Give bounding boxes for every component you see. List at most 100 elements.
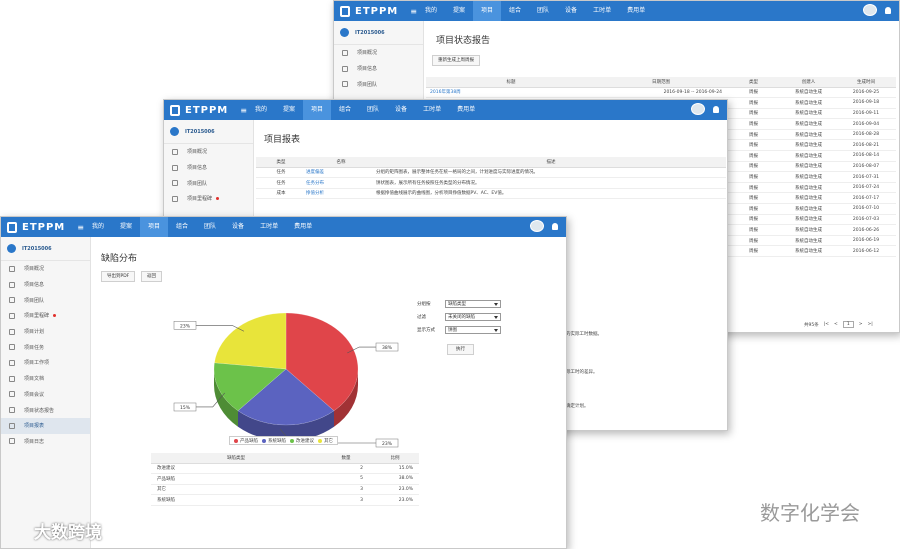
execute-button[interactable]: 执行 <box>447 344 474 355</box>
pie-slice[interactable] <box>213 362 287 412</box>
menu-item[interactable]: 组合 <box>509 7 522 14</box>
column-header[interactable]: 比例 <box>371 453 419 464</box>
menu-item[interactable]: 提案 <box>282 106 295 113</box>
last-page-icon[interactable]: >| <box>867 322 873 327</box>
column-header[interactable]: 数量 <box>321 453 371 464</box>
menu-item[interactable]: 工时单 <box>423 106 442 113</box>
table-row[interactable]: 成本 挣值分析 根据挣值曲线展示的曲线图，分析项目挣值数据PV、AC、EV值。 <box>256 188 726 200</box>
project-selector[interactable]: IT2015006 <box>334 21 423 45</box>
export-pdf-button[interactable]: 导出到PDF <box>101 271 136 282</box>
regenerate-weekly-button[interactable]: 重新生成上周周报 <box>432 55 480 66</box>
prev-page-icon[interactable]: < <box>834 322 838 327</box>
menu-item[interactable]: 费用单 <box>627 7 646 14</box>
menu-item[interactable]: 工时单 <box>593 7 612 14</box>
menu-item[interactable]: 设备 <box>232 223 245 230</box>
pie-slice[interactable] <box>214 312 287 370</box>
avatar[interactable] <box>530 220 544 232</box>
bell-icon[interactable] <box>552 222 558 230</box>
table-row[interactable]: 任务 进度偏差 分组的矩阵图表，展示整体任务在统一格局的之间，计划进度与实际进度的情… <box>256 167 726 179</box>
menu-item[interactable]: 设备 <box>395 106 408 113</box>
legend-item[interactable]: 改进建议 <box>290 438 314 444</box>
report-title-link[interactable]: 2016年第38周 <box>426 87 596 99</box>
sidebar-item[interactable]: 项目概况 <box>164 144 253 160</box>
report-name-link[interactable]: 任务分布 <box>306 177 376 189</box>
menu-toggle-icon[interactable]: ≡ <box>240 105 247 115</box>
sidebar-item[interactable]: 项目报表 <box>1 417 90 434</box>
next-page-icon[interactable]: > <box>858 322 863 327</box>
column-header[interactable]: 生成时间 <box>836 77 896 88</box>
sidebar-item[interactable]: 项目概况 <box>1 261 90 277</box>
first-page-icon[interactable]: |< <box>823 322 830 327</box>
menu-item[interactable]: 我的 <box>254 106 267 113</box>
app-logo[interactable]: ETPPM <box>164 100 234 120</box>
sidebar-item[interactable]: 项目里程碑 <box>164 191 253 207</box>
menu-item[interactable]: 提案 <box>452 7 465 14</box>
avatar[interactable] <box>691 103 705 115</box>
sidebar-item[interactable]: 项目信息 <box>1 277 90 293</box>
menu-item[interactable]: 组合 <box>339 106 352 113</box>
menu-item[interactable]: 团队 <box>537 7 550 14</box>
bell-icon[interactable] <box>885 6 891 14</box>
menu-item[interactable]: 我的 <box>91 223 104 230</box>
menu-item[interactable]: 团队 <box>204 223 217 230</box>
menu-item[interactable]: 项目 <box>303 100 332 120</box>
date-range: 2016-09-18 -- 2016-09-24 <box>596 87 726 99</box>
pie-slice[interactable] <box>285 312 359 412</box>
menu-item[interactable]: 项目 <box>473 1 502 21</box>
menu-item[interactable]: 费用单 <box>294 223 313 230</box>
legend-item[interactable]: 其它 <box>318 438 333 444</box>
report-creator: 系统自动生成 <box>781 245 836 257</box>
control-select[interactable]: 饼图 <box>445 326 501 334</box>
menu-item[interactable]: 工时单 <box>260 223 279 230</box>
report-type: 周报 <box>726 171 781 183</box>
sidebar-item[interactable]: 项目信息 <box>334 61 423 77</box>
sidebar-item[interactable]: 项目工作项 <box>1 355 90 371</box>
bell-icon[interactable] <box>713 105 719 113</box>
menu-item[interactable]: 我的 <box>424 7 437 14</box>
column-header[interactable]: 创建人 <box>781 77 836 88</box>
column-header[interactable]: 缺陷类型 <box>151 453 321 464</box>
menu-toggle-icon[interactable]: ≡ <box>410 6 417 16</box>
report-name-link[interactable]: 进度偏差 <box>306 167 376 179</box>
column-header[interactable]: 名称 <box>306 157 376 168</box>
menu-item[interactable]: 设备 <box>565 7 578 14</box>
menu-item[interactable]: 项目 <box>140 217 169 237</box>
sidebar-item[interactable]: 项目计划 <box>1 324 90 340</box>
pie-slice[interactable] <box>237 368 335 426</box>
column-header[interactable]: 类型 <box>256 157 306 168</box>
table-row[interactable]: 2016年第38周 2016-09-18 -- 2016-09-24 周报 系统自动生… <box>426 87 896 99</box>
sidebar-item[interactable]: 项目里程碑 <box>1 308 90 324</box>
project-selector[interactable]: IT2015006 <box>1 237 90 261</box>
report-name-link[interactable]: 挣值分析 <box>306 188 376 200</box>
menu-item[interactable]: 组合 <box>176 223 189 230</box>
sidebar-item[interactable]: 项目会议 <box>1 387 90 403</box>
column-header[interactable]: 日期范围 <box>596 77 726 88</box>
menu-toggle-icon[interactable]: ≡ <box>77 222 84 232</box>
sidebar-item[interactable]: 项目任务 <box>1 339 90 355</box>
menu-item[interactable]: 提案 <box>119 223 132 230</box>
legend-item[interactable]: 产品缺陷 <box>234 438 258 444</box>
project-selector[interactable]: IT2015006 <box>164 120 253 144</box>
column-header[interactable]: 描述 <box>376 157 726 168</box>
sidebar-item[interactable]: 项目信息 <box>164 160 253 176</box>
sidebar-item[interactable]: 项目日志 <box>1 434 90 450</box>
sidebar-item[interactable]: 项目概况 <box>334 45 423 61</box>
sidebar-item[interactable]: 项目状态报告 <box>1 402 90 418</box>
sidebar-item[interactable]: 项目团队 <box>164 175 253 191</box>
sidebar-item[interactable]: 项目团队 <box>1 292 90 308</box>
menu-item[interactable]: 团队 <box>367 106 380 113</box>
app-logo[interactable]: ETPPM <box>1 217 71 237</box>
control-select[interactable]: 缺陷类型 <box>445 300 501 308</box>
sidebar-item[interactable]: 项目团队 <box>334 76 423 92</box>
control-select[interactable]: 未关闭的缺陷 <box>445 313 501 321</box>
sidebar-item[interactable]: 项目文档 <box>1 371 90 387</box>
table-row[interactable]: 任务 任务分布 饼状图表，展示所有任务按照任务类型的分布情况。 <box>256 177 726 189</box>
app-logo[interactable]: ETPPM <box>334 1 404 21</box>
column-header[interactable]: 类型 <box>726 77 781 88</box>
column-header[interactable]: 标题 <box>426 77 596 88</box>
page-input[interactable]: 1 <box>842 321 854 328</box>
menu-item[interactable]: 费用单 <box>457 106 476 113</box>
avatar[interactable] <box>863 4 877 16</box>
back-button[interactable]: 返回 <box>141 271 162 282</box>
legend-item[interactable]: 系统缺陷 <box>262 438 286 444</box>
